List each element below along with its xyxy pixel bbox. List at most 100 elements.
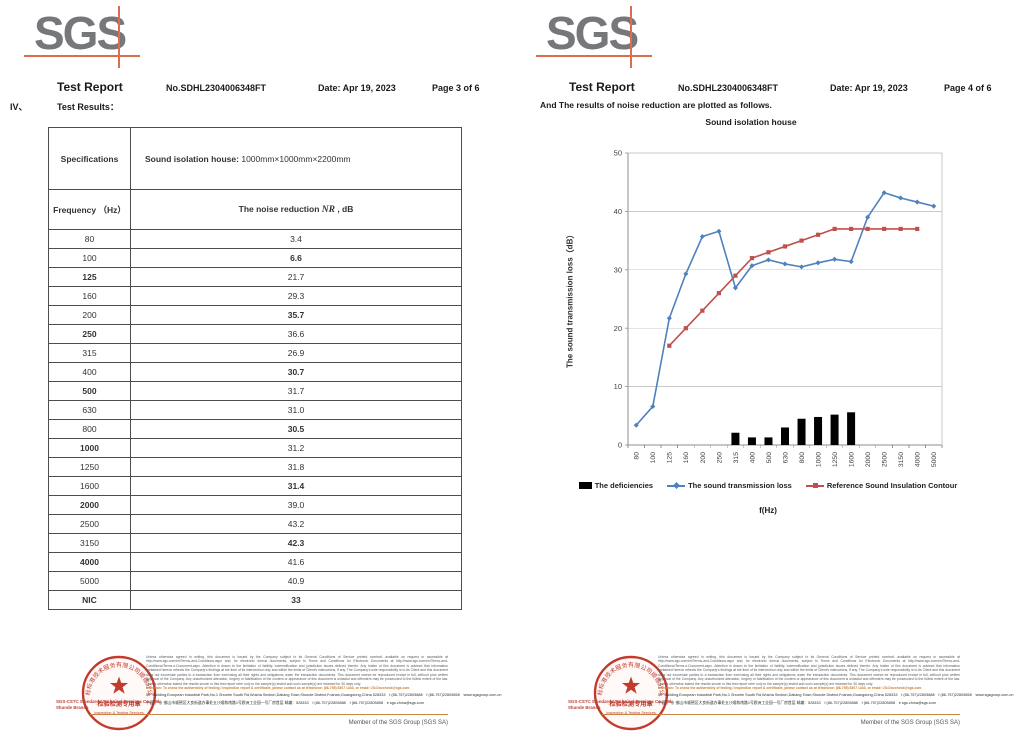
spec-value-rest: 1000mm×1000mm×2200mm <box>238 153 351 164</box>
table-row: 160 29.3 <box>48 286 462 306</box>
report-page-3: SGS Test Report No.SDHL2304006348FT Date… <box>0 6 512 742</box>
svg-text:1000: 1000 <box>815 452 822 467</box>
svg-text:100: 100 <box>650 452 657 464</box>
inspection-stamp: 通标标准技术服务有限公司顺德分公司检验检测专用章Inspection & Tes… <box>589 648 670 732</box>
svg-text:10: 10 <box>614 382 622 391</box>
address-line-en: 5/F Building,European Industrial Park,No… <box>658 692 1014 697</box>
noise-reduction-cell: 43.2 <box>130 514 462 534</box>
page-number: Page 3 of 6 <box>432 83 480 93</box>
svg-text:630: 630 <box>782 452 789 464</box>
noise-reduction-cell: 31.2 <box>130 438 462 458</box>
chart-intro-text: And The results of noise reduction are p… <box>540 100 772 110</box>
frequency-cell: 315 <box>48 343 131 363</box>
page-number: Page 4 of 6 <box>944 83 992 93</box>
nr-header-suffix: , dB <box>334 204 354 214</box>
table-row: 2000 39.0 <box>48 495 462 515</box>
noise-reduction-cell: 31.7 <box>130 381 462 401</box>
member-line: Member of the SGS Group (SGS SA) <box>860 720 960 726</box>
footer-text-block: Unless otherwise agreed in writing, this… <box>146 655 502 707</box>
frequency-header-cell: Frequency （Hz） <box>48 189 131 230</box>
company-stamp-text: SGS-CSTC Standards Technical Services Co… <box>568 699 678 711</box>
nr-symbol: NR <box>321 205 335 215</box>
table-row: 3150 42.3 <box>48 533 462 553</box>
red-line-swatch-icon <box>805 483 824 488</box>
noise-reduction-cell: 40.9 <box>130 571 462 591</box>
report-title: Test Report <box>57 80 123 94</box>
footer-rule <box>602 714 960 715</box>
frequency-cell: 2000 <box>48 495 131 515</box>
frequency-cell: 1600 <box>48 476 131 496</box>
report-number: No.SDHL2304006348FT <box>678 83 779 93</box>
table-row: 500 31.7 <box>48 381 462 401</box>
svg-text:250: 250 <box>716 452 723 464</box>
company-stamp-text: SGS-CSTC Standards Technical Services Co… <box>56 699 166 711</box>
svg-text:500: 500 <box>766 452 773 464</box>
svg-text:检验检测专用章: 检验检测专用章 <box>97 700 141 708</box>
table-row: 800 30.5 <box>48 419 462 439</box>
legend-item-deficiencies: The deficiencies <box>578 481 654 490</box>
table-row: 5000 40.9 <box>48 571 462 591</box>
table-row: 315 26.9 <box>48 343 462 363</box>
sgs-logo-vertical-line <box>118 6 120 68</box>
svg-text:40: 40 <box>614 207 622 216</box>
page-footer: 通标标准技术服务有限公司顺德分公司检验检测专用章Inspection & Tes… <box>512 648 1024 742</box>
noise-reduction-cell: 33 <box>130 590 462 610</box>
frequency-cell: 2500 <box>48 514 131 534</box>
noise-reduction-header-cell: The noise reduction NR , dB <box>130 189 462 230</box>
footer-rule <box>90 714 448 715</box>
table-row: 100 6.6 <box>48 248 462 268</box>
noise-reduction-cell: 31.0 <box>130 400 462 420</box>
svg-text:200: 200 <box>700 452 707 464</box>
table-row: 250 36.6 <box>48 324 462 344</box>
sgs-logo-horizontal-line <box>24 55 140 57</box>
results-table: Specifications Sound isolation house: 10… <box>48 127 462 610</box>
svg-text:160: 160 <box>683 452 690 464</box>
frequency-cell: 100 <box>48 248 131 268</box>
legend-item-transmission-loss: The sound transmission loss <box>667 481 792 490</box>
svg-text:1600: 1600 <box>849 452 856 467</box>
noise-reduction-cell: 6.6 <box>130 248 462 268</box>
svg-text:Inspection & Testing Services: Inspection & Testing Services <box>94 711 144 715</box>
section-title: Test Results： <box>57 102 119 112</box>
footer-text-block: Unless otherwise agreed in writing, this… <box>658 655 1014 707</box>
svg-text:1250: 1250 <box>832 452 839 467</box>
frequency-cell: 1250 <box>48 457 131 477</box>
frequency-cell: 250 <box>48 324 131 344</box>
svg-text:5000: 5000 <box>931 452 938 467</box>
svg-text:125: 125 <box>667 452 674 464</box>
svg-text:20: 20 <box>614 324 622 333</box>
table-row: 1000 31.2 <box>48 438 462 458</box>
report-header: Test Report No.SDHL2304006348FT Date: Ap… <box>0 80 512 96</box>
attention-text: Attention: To check the authenticity of … <box>146 686 410 691</box>
chart-x-axis-label: f(Hz) <box>759 506 777 515</box>
address-line-en: 5/F Building,European Industrial Park,No… <box>146 692 502 697</box>
page-footer: 通标标准技术服务有限公司顺德分公司检验检测专用章Inspection & Tes… <box>0 648 512 742</box>
frequency-cell: 800 <box>48 419 131 439</box>
table-row: 400 30.7 <box>48 362 462 382</box>
blue-line-swatch-icon <box>667 481 686 490</box>
table-row: 1250 31.8 <box>48 457 462 477</box>
report-header: Test Report No.SDHL2304006348FT Date: Ap… <box>512 80 1024 96</box>
frequency-cell: 200 <box>48 305 131 325</box>
attention-text: Attention: To check the authenticity of … <box>658 686 922 691</box>
sgs-logo-vertical-line <box>630 6 632 68</box>
frequency-cell: NIC <box>48 590 131 610</box>
chart-title: Sound isolation house <box>705 117 797 127</box>
svg-text:3150: 3150 <box>898 452 905 467</box>
sgs-logo-horizontal-line <box>536 55 652 57</box>
svg-text:315: 315 <box>733 452 740 464</box>
noise-reduction-cell: 42.3 <box>130 533 462 553</box>
nr-header-prefix: The noise reduction <box>238 204 322 214</box>
noise-reduction-cell: 26.9 <box>130 343 462 363</box>
frequency-cell: 400 <box>48 362 131 382</box>
results-table-body: 80 3.4 100 6.6 125 21.7 160 29.3 200 35.7 250 36.6 3… <box>48 229 462 610</box>
noise-reduction-cell: 31.4 <box>130 476 462 496</box>
frequency-cell: 630 <box>48 400 131 420</box>
svg-text:800: 800 <box>799 452 806 464</box>
results-chart: 0 10 20 30 40 50 80 100 125 160 200 250 315 400 500 630… <box>614 149 943 467</box>
legend-label: The deficiencies <box>594 481 654 490</box>
noise-reduction-cell: 35.7 <box>130 305 462 325</box>
report-date: Date: Apr 19, 2023 <box>830 83 908 93</box>
disclaimer-text: Unless otherwise agreed in writing, this… <box>146 655 448 686</box>
